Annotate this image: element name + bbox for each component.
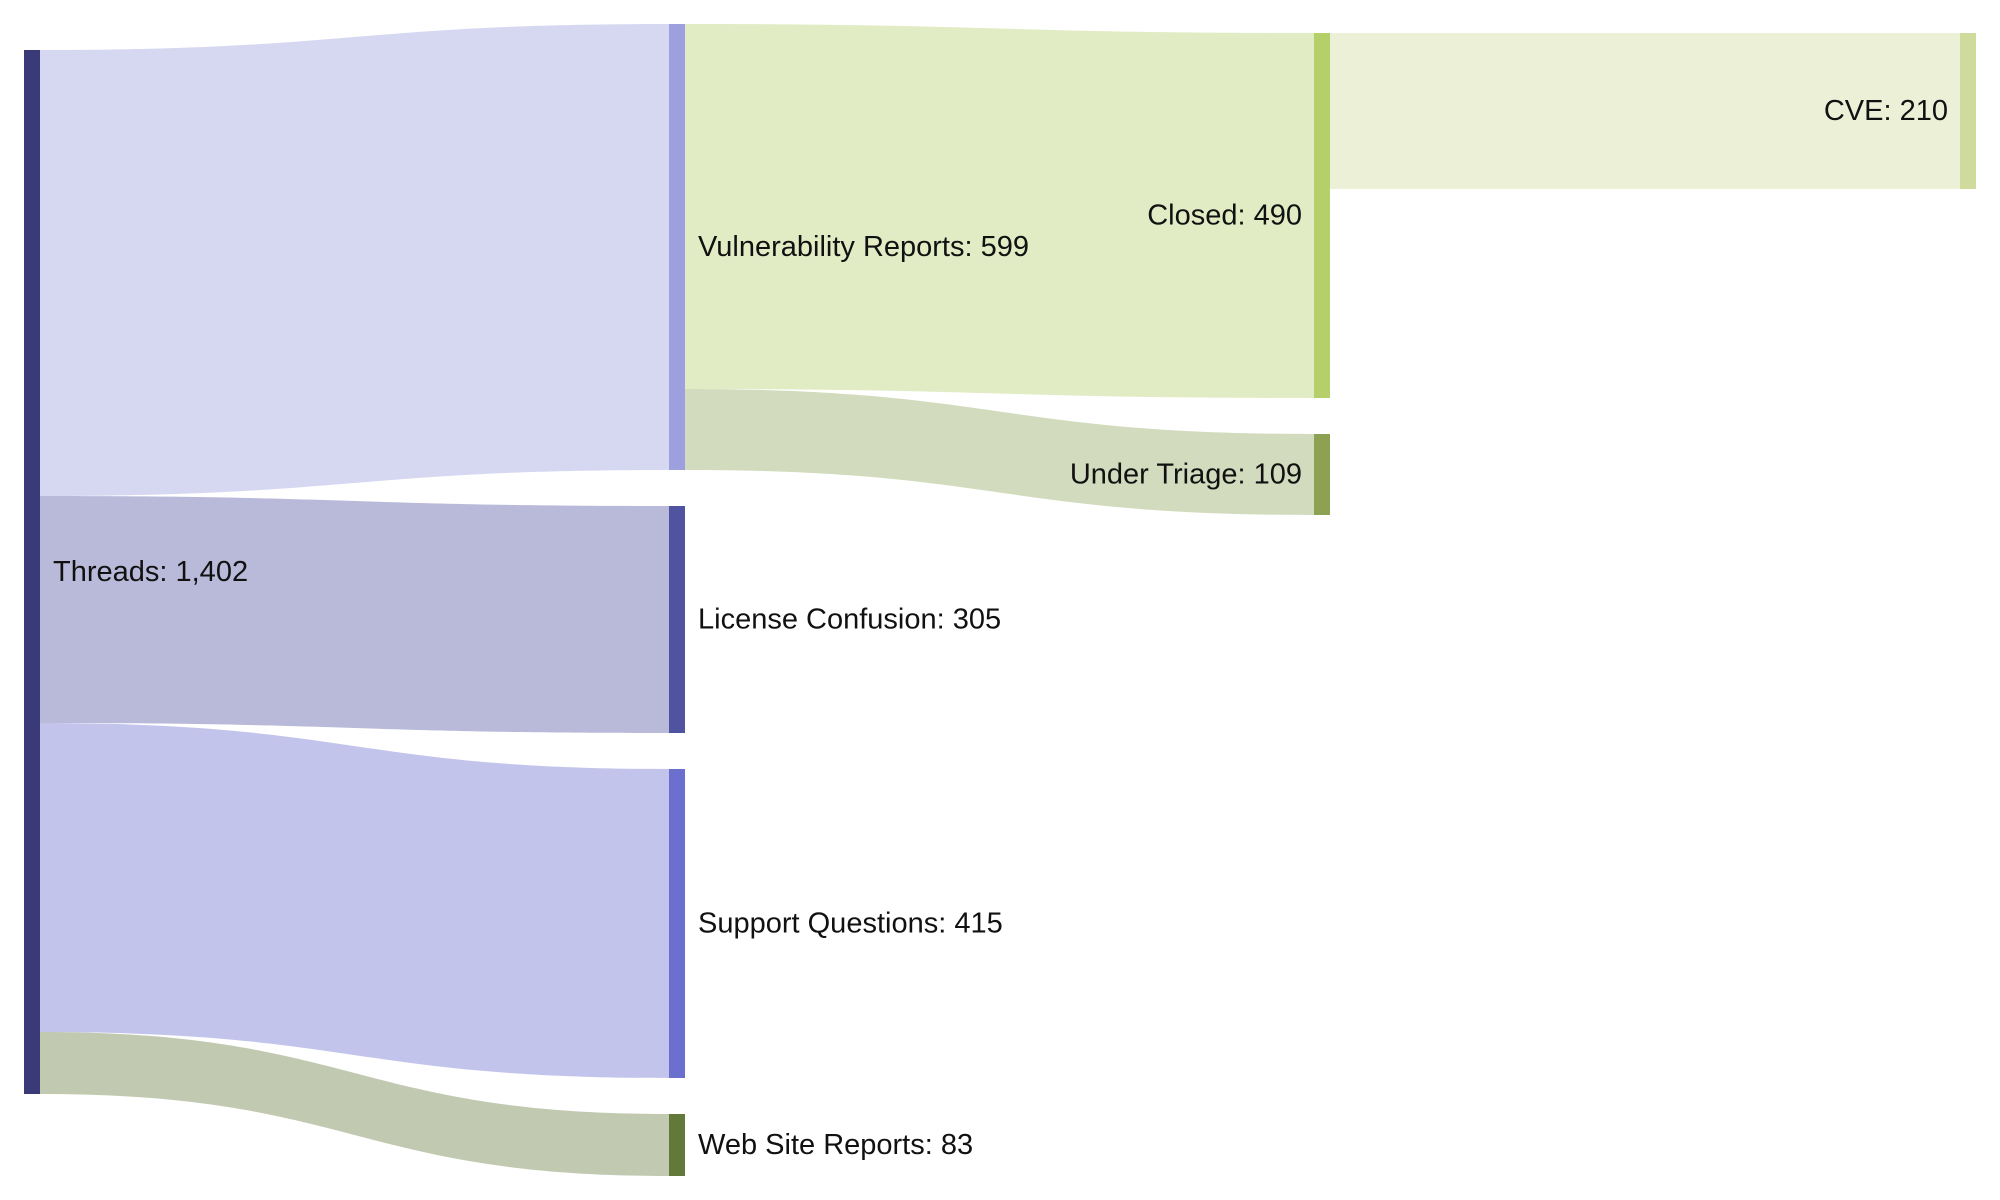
node-label-closed: Closed: 490 [1147, 200, 1302, 232]
sankey-links [40, 24, 1960, 1176]
sankey-nodes [24, 24, 1976, 1176]
node-label-support: Support Questions: 415 [698, 908, 1003, 940]
node-license [669, 506, 685, 733]
node-cve [1960, 33, 1976, 189]
node-vuln [669, 24, 685, 470]
sankey-labels: Threads: 1,402 Vulnerability Reports: 599… [53, 95, 1948, 1161]
node-label-triage: Under Triage: 109 [1070, 459, 1302, 491]
node-support [669, 769, 685, 1078]
node-label-vuln: Vulnerability Reports: 599 [698, 231, 1029, 263]
link-threads-to-vulnerability-reports [40, 24, 669, 496]
node-label-cve: CVE: 210 [1824, 95, 1948, 127]
node-label-license: License Confusion: 305 [698, 604, 1001, 636]
node-threads [24, 50, 40, 1094]
node-triage [1314, 434, 1330, 515]
link-vulnerability-reports-to-closed [685, 24, 1314, 398]
node-label-threads: Threads: 1,402 [53, 556, 248, 588]
link-threads-to-license-confusion [40, 496, 669, 733]
link-vulnerability-reports-to-under-triage [685, 389, 1314, 515]
link-threads-to-web-site-reports [40, 1032, 669, 1176]
link-threads-to-support-questions [40, 723, 669, 1078]
node-closed [1314, 33, 1330, 398]
node-label-website: Web Site Reports: 83 [698, 1129, 973, 1161]
node-website [669, 1114, 685, 1176]
link-closed-to-cve [1330, 33, 1960, 189]
